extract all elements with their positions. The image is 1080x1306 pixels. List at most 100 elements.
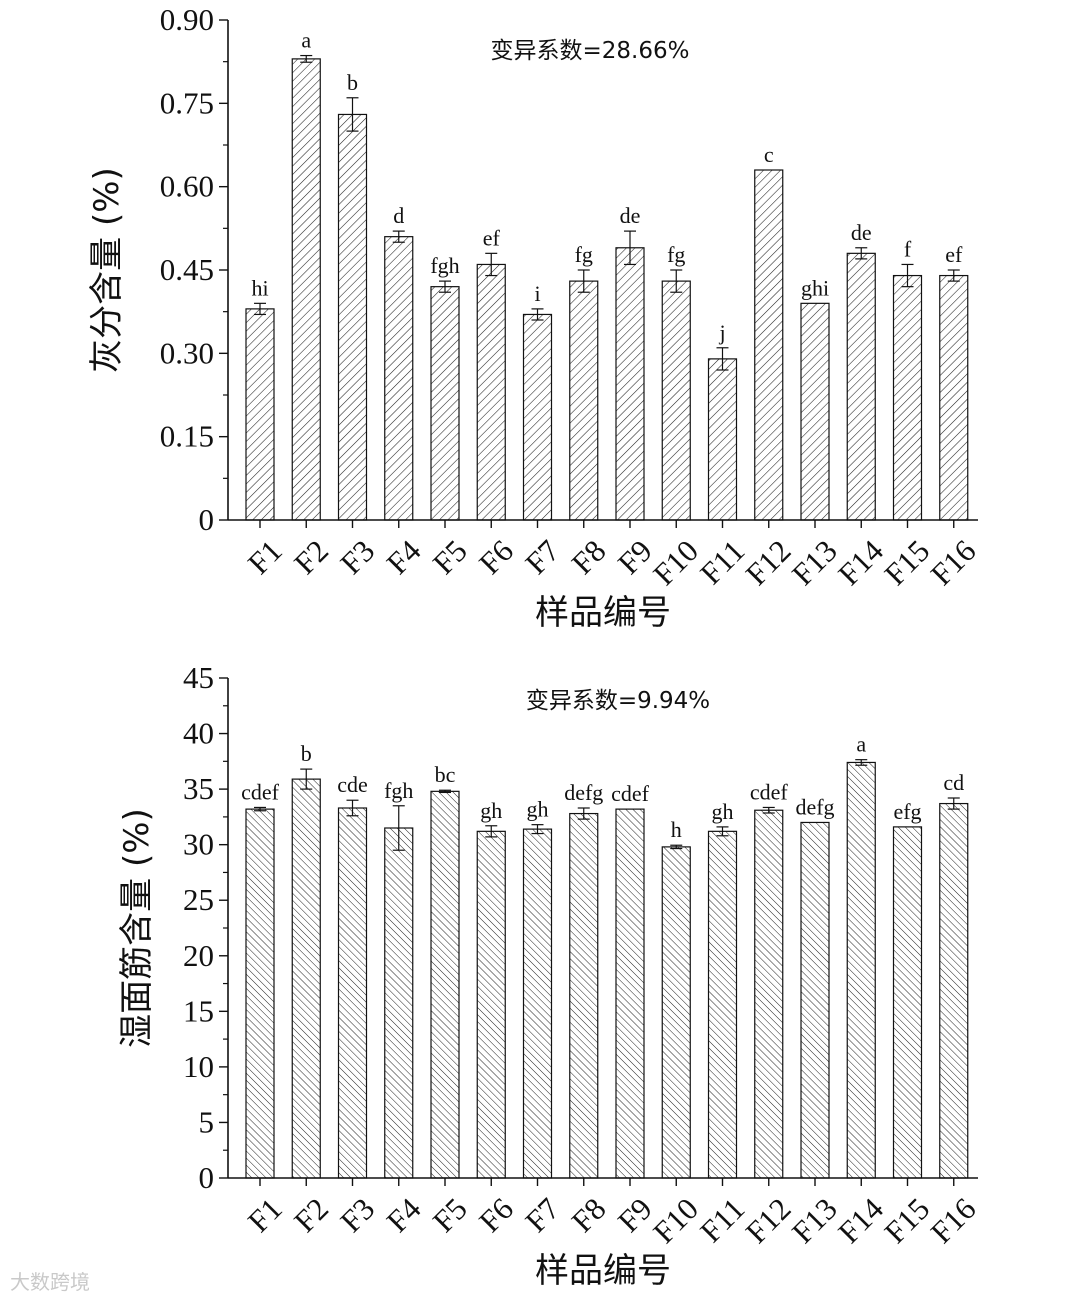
bar-F12: [754, 809, 784, 1179]
x-tick-label-F6: F6: [472, 1191, 520, 1239]
significance-letter-F9: cdef: [611, 781, 650, 806]
significance-letter-F10: fg: [667, 242, 685, 267]
significance-letter-F8: fg: [575, 242, 593, 267]
significance-letter-F12: c: [764, 142, 774, 167]
bar-F1: [245, 308, 275, 521]
bar-F6: [476, 830, 506, 1179]
y-axis-title: 灰分含量 (%): [87, 167, 127, 373]
x-tick-label-F2: F2: [287, 533, 335, 581]
significance-letter-F4: fgh: [384, 778, 413, 803]
significance-letter-F3: b: [347, 70, 358, 95]
significance-letter-F11: gh: [712, 799, 734, 824]
bar-F9: [615, 247, 645, 521]
significance-letter-F9: de: [620, 203, 641, 228]
significance-letter-F6: gh: [480, 798, 502, 823]
significance-letter-F2: a: [301, 28, 311, 53]
significance-letter-F14: de: [851, 220, 872, 245]
x-tick-label-F8: F8: [565, 533, 613, 581]
significance-letter-F15: efg: [893, 799, 921, 824]
bar-F13: [800, 302, 830, 521]
bar-F7: [522, 313, 553, 521]
cv-annotation: 变异系数=9.94%: [526, 688, 710, 714]
x-tick-label-F16: F16: [924, 1191, 983, 1250]
x-axis-title: 样品编号: [535, 593, 671, 633]
bar-F5: [430, 286, 460, 521]
significance-letter-F4: d: [393, 203, 404, 228]
y-tick-label: 40: [183, 716, 214, 751]
bar-F2: [291, 58, 321, 521]
significance-letter-F1: hi: [251, 275, 268, 300]
significance-letter-F7: gh: [527, 797, 549, 822]
x-tick-label-F16: F16: [924, 533, 983, 592]
bar-F8: [569, 812, 599, 1179]
significance-letter-F11: j: [718, 320, 725, 345]
x-tick-label-F3: F3: [333, 1191, 381, 1239]
y-tick-label: 0.60: [160, 169, 214, 204]
significance-letter-F2: b: [301, 741, 312, 766]
y-tick-label: 35: [183, 771, 214, 806]
bar-F3: [337, 113, 368, 521]
bar-F5: [430, 790, 460, 1179]
x-tick-label-F4: F4: [380, 1191, 428, 1239]
bar-F16: [939, 274, 969, 521]
bar-F10: [661, 280, 691, 521]
bar-F16: [939, 802, 969, 1179]
x-tick-label-F7: F7: [518, 533, 566, 581]
bar-F14: [846, 761, 876, 1179]
significance-letter-F10: h: [671, 817, 682, 842]
bar-F6: [476, 263, 506, 521]
bar-F14: [846, 252, 876, 521]
significance-letter-F1: cdef: [241, 779, 280, 804]
watermark-text: 大数跨境: [10, 1270, 90, 1294]
x-tick-label-F1: F1: [241, 533, 289, 581]
y-tick-label: 20: [183, 938, 214, 973]
y-tick-label: 0.45: [160, 252, 214, 287]
x-tick-label-F4: F4: [380, 533, 428, 581]
y-tick-label: 25: [183, 882, 214, 917]
bar-F1: [245, 808, 275, 1179]
bar-F11: [707, 358, 738, 521]
bar-F2: [291, 778, 321, 1179]
y-tick-label: 0.75: [160, 85, 214, 120]
x-tick-label-F3: F3: [333, 533, 381, 581]
significance-letter-F7: i: [534, 281, 540, 306]
significance-letter-F12: cdef: [750, 779, 789, 804]
significance-letter-F5: bc: [435, 762, 456, 787]
bar-F15: [892, 274, 923, 521]
significance-letter-F3: cde: [337, 772, 368, 797]
bar-F8: [569, 280, 599, 521]
significance-letter-F13: defg: [795, 794, 834, 819]
significance-letter-F13: ghi: [801, 275, 829, 300]
bar-F3: [337, 807, 368, 1179]
y-tick-label: 0: [199, 502, 215, 537]
bar-F7: [522, 828, 553, 1179]
significance-letter-F6: ef: [483, 225, 501, 250]
y-tick-label: 0.15: [160, 419, 214, 454]
y-tick-label: 15: [183, 993, 214, 1028]
significance-letter-F8: defg: [564, 780, 603, 805]
bar-F11: [707, 830, 738, 1179]
significance-letter-F14: a: [856, 732, 866, 757]
x-tick-label-F8: F8: [565, 1191, 613, 1239]
bar-F4: [384, 236, 414, 521]
x-tick-label-F5: F5: [426, 1191, 474, 1239]
x-axis-title: 样品编号: [535, 1251, 671, 1291]
bar-F10: [661, 846, 691, 1179]
bar-F13: [800, 821, 830, 1179]
bar-F15: [892, 826, 923, 1179]
bar-F12: [754, 169, 784, 521]
x-tick-label-F5: F5: [426, 533, 474, 581]
cv-annotation: 变异系数=28.66%: [491, 38, 690, 64]
y-axis-title: 湿面筋含量 (%): [117, 808, 157, 1048]
x-tick-label-F1: F1: [241, 1191, 289, 1239]
x-tick-label-F6: F6: [472, 533, 520, 581]
bar-F4: [384, 827, 414, 1179]
significance-letter-F15: f: [904, 236, 912, 261]
significance-letter-F16: cd: [943, 770, 964, 795]
y-tick-label: 30: [183, 827, 214, 862]
bar-F9: [615, 808, 645, 1179]
